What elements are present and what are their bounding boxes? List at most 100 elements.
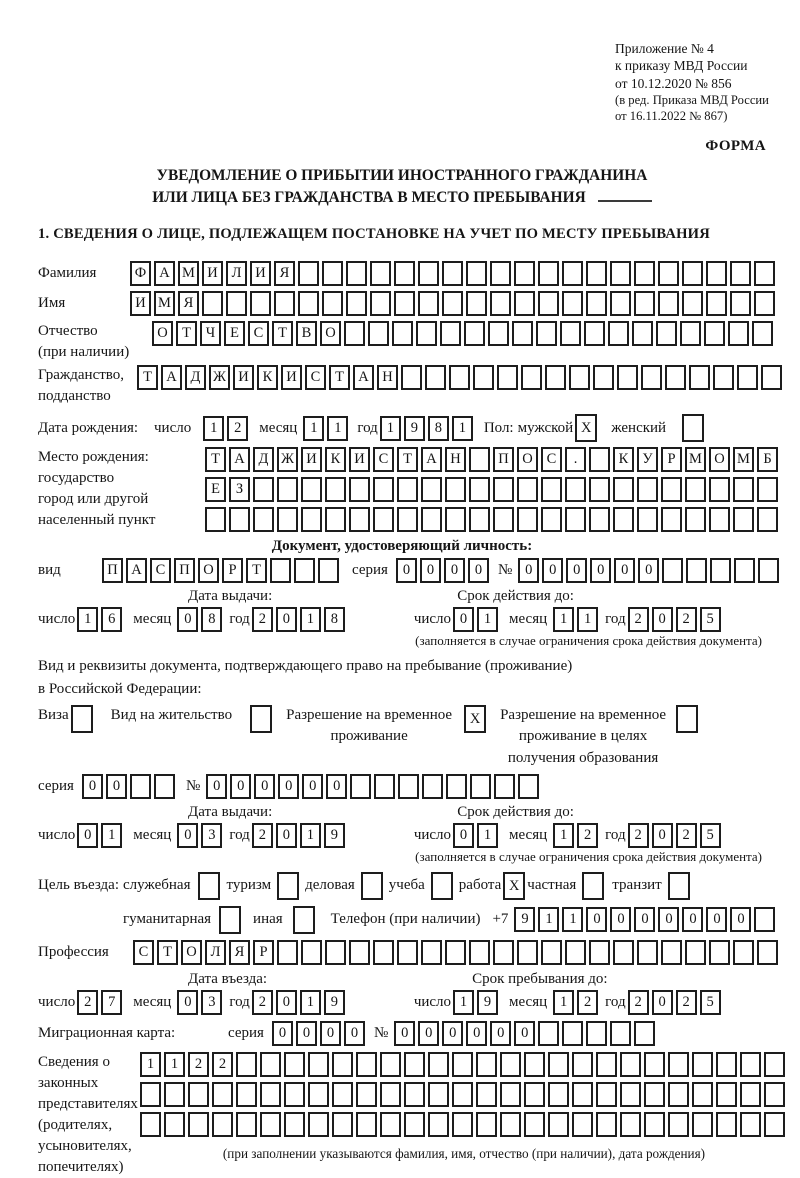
- form-cell[interactable]: [308, 1081, 329, 1107]
- form-cell[interactable]: [394, 291, 415, 317]
- form-cell[interactable]: [668, 1111, 689, 1137]
- form-cell[interactable]: [634, 1020, 656, 1046]
- form-cell[interactable]: [733, 939, 754, 965]
- form-cell[interactable]: [277, 939, 298, 965]
- form-cell[interactable]: [740, 1081, 761, 1107]
- form-cell[interactable]: [373, 507, 394, 533]
- form-cell[interactable]: П: [102, 558, 123, 584]
- form-cell[interactable]: [490, 291, 511, 317]
- form-cell[interactable]: [740, 1051, 761, 1077]
- form-cell[interactable]: 0: [453, 607, 475, 633]
- form-cell[interactable]: О: [152, 321, 173, 347]
- form-cell[interactable]: [685, 477, 706, 503]
- form-cell[interactable]: [325, 507, 346, 533]
- form-cell[interactable]: 1: [453, 989, 475, 1015]
- form-cell[interactable]: 0: [542, 558, 564, 584]
- form-cell[interactable]: [634, 261, 655, 287]
- form-cell[interactable]: [202, 291, 223, 317]
- form-cell[interactable]: [349, 939, 370, 965]
- form-cell[interactable]: 1: [299, 607, 321, 633]
- form-cell[interactable]: [298, 291, 319, 317]
- form-cell[interactable]: Т: [272, 321, 293, 347]
- form-cell[interactable]: [680, 321, 701, 347]
- form-cell[interactable]: О: [320, 321, 341, 347]
- form-cell[interactable]: [716, 1111, 737, 1137]
- form-cell[interactable]: [270, 558, 291, 584]
- form-cell[interactable]: [716, 1051, 737, 1077]
- form-cell[interactable]: [253, 507, 274, 533]
- form-cell[interactable]: [284, 1111, 305, 1137]
- form-cell[interactable]: 0: [682, 907, 704, 933]
- form-cell[interactable]: 2: [577, 822, 599, 848]
- form-cell[interactable]: [517, 477, 538, 503]
- form-cell[interactable]: [536, 321, 557, 347]
- form-cell[interactable]: [464, 321, 485, 347]
- form-cell[interactable]: [322, 291, 343, 317]
- form-cell[interactable]: 0: [394, 1020, 416, 1046]
- form-cell[interactable]: 0: [466, 1020, 488, 1046]
- form-cell[interactable]: 0: [651, 607, 673, 633]
- form-cell[interactable]: [401, 365, 422, 391]
- form-cell[interactable]: 0: [518, 558, 540, 584]
- form-cell[interactable]: [164, 1081, 185, 1107]
- form-cell[interactable]: 1: [562, 907, 584, 933]
- form-cell[interactable]: [277, 507, 298, 533]
- form-cell[interactable]: [613, 507, 634, 533]
- form-cell[interactable]: [418, 261, 439, 287]
- form-cell[interactable]: П: [174, 558, 195, 584]
- form-cell[interactable]: [236, 1111, 257, 1137]
- form-cell[interactable]: У: [637, 447, 658, 473]
- form-cell[interactable]: [219, 905, 242, 934]
- form-cell[interactable]: 1: [553, 822, 575, 848]
- form-cell[interactable]: 9: [477, 989, 499, 1015]
- form-cell[interactable]: [277, 477, 298, 503]
- form-cell[interactable]: [325, 477, 346, 503]
- form-cell[interactable]: [332, 1051, 353, 1077]
- form-cell[interactable]: [397, 477, 418, 503]
- form-cell[interactable]: [586, 1020, 608, 1046]
- form-cell[interactable]: [298, 261, 319, 287]
- form-cell[interactable]: А: [161, 365, 182, 391]
- form-cell[interactable]: Т: [205, 447, 226, 473]
- form-cell[interactable]: [188, 1081, 209, 1107]
- form-cell[interactable]: [656, 321, 677, 347]
- form-cell[interactable]: [164, 1111, 185, 1137]
- form-cell[interactable]: [473, 365, 494, 391]
- form-cell[interactable]: [250, 291, 271, 317]
- form-cell[interactable]: 0: [319, 1020, 341, 1046]
- form-cell[interactable]: 0: [395, 558, 417, 584]
- form-cell[interactable]: 1: [140, 1051, 161, 1077]
- form-cell[interactable]: [572, 1081, 593, 1107]
- form-cell[interactable]: 0: [77, 822, 99, 848]
- form-cell[interactable]: [236, 1081, 257, 1107]
- form-cell[interactable]: [613, 477, 634, 503]
- form-cell[interactable]: [421, 507, 442, 533]
- form-cell[interactable]: 0: [81, 773, 103, 799]
- form-cell[interactable]: [658, 261, 679, 287]
- form-cell[interactable]: [397, 939, 418, 965]
- form-cell[interactable]: [593, 365, 614, 391]
- form-cell[interactable]: В: [296, 321, 317, 347]
- form-cell[interactable]: [548, 1051, 569, 1077]
- form-cell[interactable]: [356, 1051, 377, 1077]
- form-cell[interactable]: [356, 1111, 377, 1137]
- form-cell[interactable]: [332, 1111, 353, 1137]
- form-cell[interactable]: [584, 321, 605, 347]
- form-cell[interactable]: М: [178, 261, 199, 287]
- form-cell[interactable]: [229, 507, 250, 533]
- form-cell[interactable]: 0: [706, 907, 728, 933]
- form-cell[interactable]: 0: [271, 1020, 293, 1046]
- form-cell[interactable]: [370, 291, 391, 317]
- form-cell[interactable]: 1: [538, 907, 560, 933]
- form-cell[interactable]: [565, 939, 586, 965]
- form-cell[interactable]: [565, 507, 586, 533]
- form-cell[interactable]: А: [154, 261, 175, 287]
- form-cell[interactable]: [488, 321, 509, 347]
- form-cell[interactable]: [757, 507, 778, 533]
- form-cell[interactable]: [709, 507, 730, 533]
- form-cell[interactable]: [370, 261, 391, 287]
- form-cell[interactable]: [644, 1081, 665, 1107]
- form-cell[interactable]: Я: [178, 291, 199, 317]
- form-cell[interactable]: [572, 1051, 593, 1077]
- form-cell[interactable]: [661, 477, 682, 503]
